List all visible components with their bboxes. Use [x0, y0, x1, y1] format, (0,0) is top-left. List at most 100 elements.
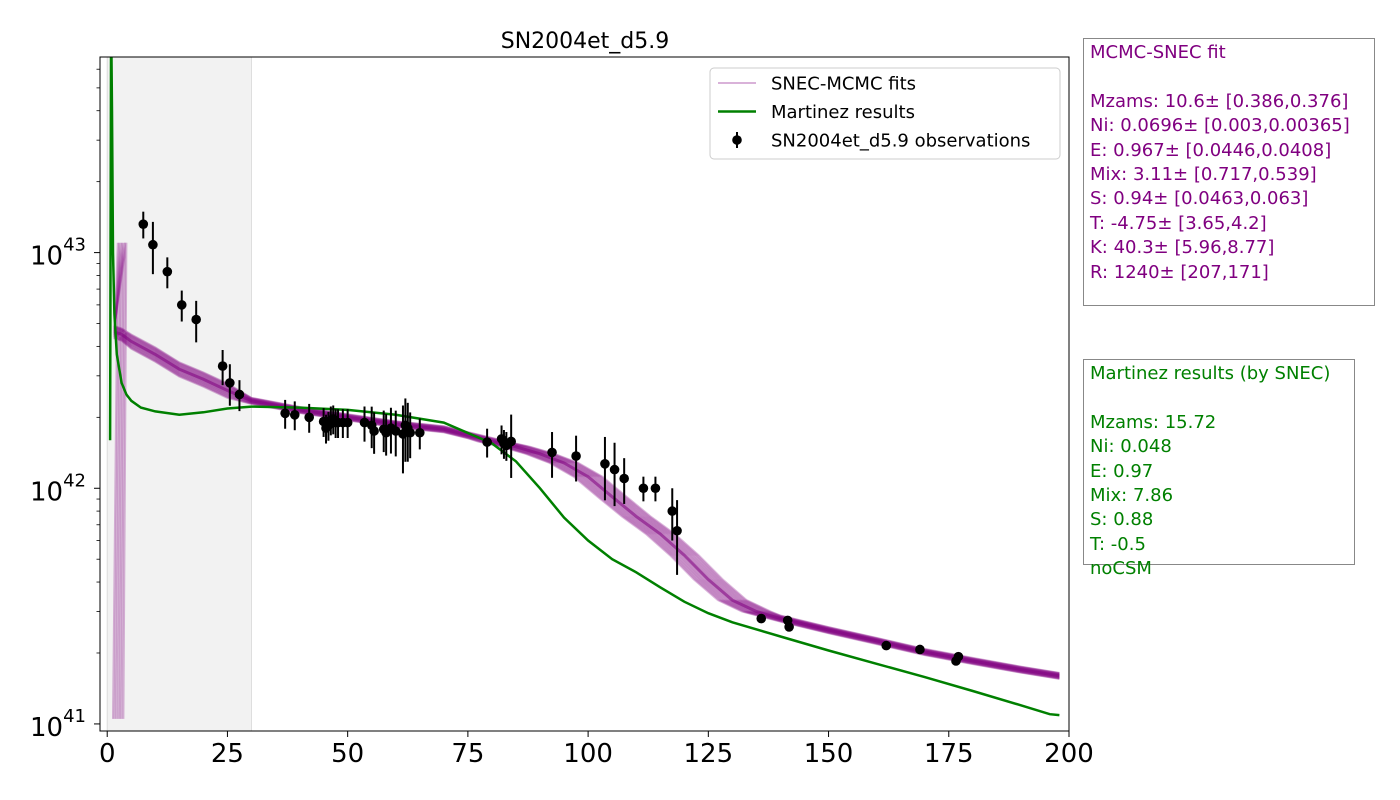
observation-point — [667, 506, 678, 516]
mcmc-param-e: E: 0.967± [0.0446,0.0408] — [1090, 139, 1332, 161]
axes-frame — [99, 56, 1070, 732]
mcmc-param-ni: Ni: 0.0696± [0.003,0.00365] — [1090, 115, 1350, 137]
x-tick-label: 150 — [804, 739, 854, 769]
mcmc-fit-line — [114, 336, 1060, 680]
observation-point — [405, 427, 415, 438]
plot-area: 0 25 50 75 100 125 150 175 200104110421043SNEC-M… — [30, 56, 1094, 769]
mcmc-median-line — [113, 330, 1060, 678]
mcmc-fit-line — [114, 326, 1060, 675]
x-tick-label: 50 — [331, 739, 364, 769]
y-tick-exponent: 43 — [63, 235, 86, 256]
martinez-param-e: E: 0.97 — [1090, 460, 1154, 482]
martinez-param-mix: Mix: 7.86 — [1090, 485, 1174, 507]
legend-box — [709, 67, 1061, 160]
x-tick-label: 175 — [924, 739, 974, 769]
observation-point — [482, 437, 492, 447]
observation-point — [369, 426, 379, 436]
martinez-param-ni: Ni: 0.048 — [1090, 436, 1172, 458]
observation-point — [304, 412, 314, 423]
observation-point — [953, 651, 964, 662]
observation-point — [784, 622, 794, 632]
mcmc-param-k: K: 40.3± [5.96,8.77] — [1090, 237, 1275, 259]
observation-point — [650, 483, 661, 494]
legend: SNEC-MCMC fits Martinez results SN2004et_d… — [709, 67, 1061, 160]
mcmc-fit-line — [114, 325, 1060, 674]
observation-point — [619, 473, 629, 484]
observation-point — [162, 266, 173, 277]
y-tick-base: 10 — [30, 242, 63, 272]
mcmc-fit-line — [114, 334, 1060, 679]
mcmc-fit-line — [114, 336, 1060, 680]
y-tick-label: 1041 — [30, 706, 86, 743]
martinez-param-mzams: Mzams: 15.72 — [1090, 411, 1217, 433]
observation-point — [547, 447, 557, 458]
martinez-box-title: Martinez results (by SNEC) — [1090, 363, 1331, 384]
observation-point — [176, 300, 187, 310]
observation-point — [225, 378, 235, 388]
observation-point — [289, 409, 300, 420]
y-tick-base: 10 — [30, 477, 63, 507]
observation-point — [756, 613, 767, 624]
x-tick-label: 200 — [1044, 739, 1094, 769]
martinez-results-box: Martinez results (by SNEC) Mzams: 15.72 … — [1083, 359, 1355, 579]
observation-point — [638, 483, 649, 494]
mcmc-fit-line — [114, 332, 1060, 678]
y-tick-exponent: 41 — [63, 706, 86, 727]
mcmc-fit-line — [114, 334, 1060, 679]
y-tick-base: 10 — [30, 713, 63, 743]
x-tick-label: 0 — [99, 739, 116, 769]
observation-point — [506, 436, 516, 447]
observation-point — [571, 451, 581, 461]
mcmc-fit-line — [112, 242, 1060, 719]
mcmc-fit-line — [114, 328, 1060, 676]
x-tick-label: 75 — [451, 739, 484, 769]
mcmc-box-title: MCMC-SNEC fit — [1090, 42, 1226, 63]
legend-label: SNEC-MCMC fits — [771, 74, 916, 95]
legend-label: SN2004et_d5.9 observations — [771, 131, 1030, 152]
observation-point — [600, 459, 610, 469]
mcmc-fit-line — [114, 332, 1060, 678]
chart-title: SN2004et_d5.9 — [501, 29, 670, 54]
observation-point — [915, 644, 925, 655]
mcmc-fit-line — [113, 242, 1060, 719]
mcmc-fit-line — [113, 242, 1060, 719]
observation-point — [359, 417, 370, 428]
observation-point — [342, 417, 353, 428]
mcmc-fit-line — [113, 242, 1060, 719]
observation-point — [234, 389, 245, 400]
observation-point — [280, 408, 290, 419]
mcmc-param-t: T: -4.75± [3.65,4.2] — [1090, 212, 1267, 234]
observation-point — [191, 314, 201, 325]
observation-point — [138, 219, 149, 229]
x-tick-label: 25 — [211, 739, 244, 769]
martinez-line — [108, 57, 1060, 717]
mcmc-fit-line — [114, 330, 1060, 677]
observation-point — [414, 427, 425, 438]
y-tick-label: 1043 — [30, 235, 86, 272]
martinez-param-csm: noCSM — [1090, 558, 1152, 580]
martinez-param-t: T: -0.5 — [1090, 533, 1146, 555]
legend-label: Martinez results — [771, 102, 915, 123]
martinez-param-s: S: 0.88 — [1090, 509, 1154, 531]
mcmc-param-r: R: 1240± [207,171] — [1090, 261, 1269, 283]
mcmc-param-mzams: Mzams: 10.6± [0.386,0.376] — [1090, 90, 1349, 112]
mcmc-fit-box: MCMC-SNEC fit Mzams: 10.6± [0.386,0.376]… — [1083, 38, 1375, 306]
plot-content — [106, 57, 1060, 731]
observation-point — [609, 464, 620, 475]
observation-point — [672, 525, 682, 536]
observation-point — [217, 361, 228, 371]
x-tick-label: 100 — [563, 739, 613, 769]
mcmc-fit-line — [114, 328, 1060, 676]
observation-point — [881, 640, 892, 651]
mcmc-param-mix: Mix: 3.11± [0.717,0.539] — [1090, 164, 1317, 186]
observation-point — [148, 239, 158, 250]
y-tick-exponent: 42 — [63, 470, 86, 491]
shaded-region — [106, 57, 252, 731]
mcmc-fit-line — [114, 330, 1060, 677]
mcmc-param-s: S: 0.94± [0.0463,0.063] — [1090, 188, 1309, 210]
observation-point — [390, 426, 401, 436]
mcmc-fit-line — [114, 327, 1060, 675]
legend-swatch-point — [732, 135, 742, 145]
x-tick-label: 125 — [684, 739, 734, 769]
